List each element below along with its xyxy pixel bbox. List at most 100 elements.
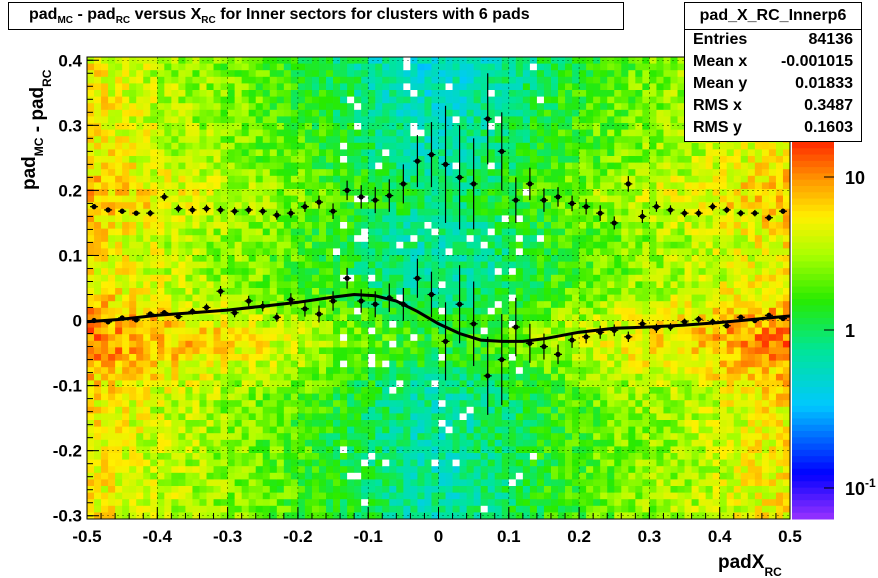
x-tick-label: -0.3 [213,527,242,546]
marker [203,206,210,212]
marker [316,199,322,205]
upper-point [736,209,745,217]
stats-key: Mean x [693,53,748,70]
axis-ticks: -0.5 -0.4 -0.3 -0.2 -0.1 0 0.1 0.2 0.3 0.4 0.5 -0.3… [53,51,802,546]
marker [442,338,449,344]
marker [330,298,336,304]
marker [471,321,477,327]
x-tick-label: 0.2 [567,527,591,546]
profile-point [202,303,211,312]
marker [274,314,280,320]
marker [653,325,660,331]
marker [274,212,280,218]
marker [681,210,688,216]
marker [189,308,196,315]
fit-line [86,292,791,343]
x-tick-label: 0.4 [708,527,732,546]
palette-cell [792,311,834,319]
marker [766,215,772,221]
stats-name: pad_X_RC_Innerp6 [685,3,861,30]
profile-point [455,265,464,344]
upper-point [216,206,225,214]
marker [738,210,744,216]
upper-point [764,214,773,221]
profile-point [483,336,492,415]
profile-point [399,288,408,321]
palette-cell [792,204,834,212]
palette-cell [792,167,834,174]
marker [105,319,111,325]
marker [189,207,196,213]
profile-point [539,333,548,360]
upper-point [568,195,577,212]
profile-point [258,301,267,312]
marker [696,210,702,216]
profile-point [132,317,141,323]
upper-point [680,209,689,218]
marker [738,314,744,320]
marker [513,324,519,330]
x-tick-label: 0.1 [497,527,521,546]
marker [217,288,224,294]
marker [119,315,125,321]
marker [485,116,491,122]
marker [583,204,589,210]
marker [372,301,378,307]
fit-curve [86,292,791,343]
palette-cell [792,192,834,200]
palette-cell [792,280,834,288]
upper-point [272,210,281,220]
palette-cell [792,468,834,476]
upper-point [666,205,675,215]
profile-point [469,281,478,367]
upper-point [652,201,661,212]
profile-point [357,289,366,313]
marker [625,181,631,187]
profile-point [497,314,506,406]
stats-value: 84136 [808,31,854,48]
palette-cell [792,217,834,225]
palette-cell [792,506,834,514]
marker [91,204,97,210]
palette-cell [792,142,834,149]
marker [569,337,575,343]
upper-point [385,179,394,212]
marker [485,373,491,379]
chart-title-box: padMC - padRC versus XRC for Inner secto… [8,2,624,30]
palette-cell [792,273,834,281]
marker [246,207,252,213]
marker [105,207,111,213]
y-tick-label: -0.2 [53,442,82,461]
x-axis-label: padXRC [718,552,782,578]
palette-cell [792,462,834,470]
profile-point [371,291,380,318]
upper-point [202,204,211,213]
profile-point [652,323,661,333]
upper-point [455,125,464,230]
x-tick-label: -0.1 [354,527,383,546]
palette-cell [792,267,834,275]
marker [147,210,153,216]
palette-cell [792,412,834,419]
marker [639,321,645,327]
palette-cell [792,399,834,407]
upper-point [427,122,436,188]
marker [456,174,463,180]
marker [499,148,505,154]
upper-point [90,204,99,210]
upper-point [104,207,113,213]
marker [527,340,533,346]
profile-point [413,258,422,298]
marker [780,315,786,322]
profile-point [750,317,759,324]
marker [400,181,406,187]
marker [456,301,463,307]
profile-point [568,332,577,348]
marker [330,208,336,214]
marker [288,297,294,303]
marker [724,323,730,329]
y-axis-label: padMC - padRC [19,69,54,190]
profile-point [300,301,309,317]
palette-cell [792,330,834,338]
profile-point [525,323,534,363]
